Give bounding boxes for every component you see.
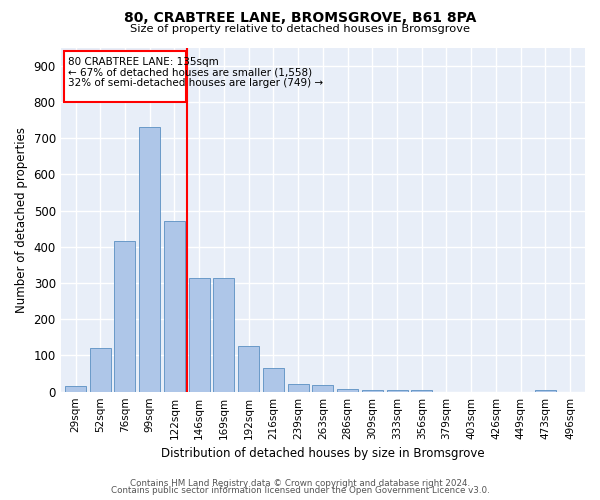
- Bar: [164, 222, 185, 392]
- Text: ← 67% of detached houses are smaller (1,558): ← 67% of detached houses are smaller (1,…: [68, 68, 312, 78]
- Bar: [115, 242, 136, 392]
- Bar: [188, 278, 209, 392]
- Bar: [139, 127, 160, 392]
- Bar: [535, 390, 556, 392]
- Bar: [214, 278, 235, 392]
- Bar: [362, 390, 383, 392]
- Text: 32% of semi-detached houses are larger (749) →: 32% of semi-detached houses are larger (…: [68, 78, 323, 88]
- Text: Contains public sector information licensed under the Open Government Licence v3: Contains public sector information licen…: [110, 486, 490, 495]
- Bar: [337, 389, 358, 392]
- Bar: [313, 385, 334, 392]
- Bar: [90, 348, 111, 392]
- Bar: [386, 390, 407, 392]
- Text: Contains HM Land Registry data © Crown copyright and database right 2024.: Contains HM Land Registry data © Crown c…: [130, 478, 470, 488]
- Text: 80, CRABTREE LANE, BROMSGROVE, B61 8PA: 80, CRABTREE LANE, BROMSGROVE, B61 8PA: [124, 11, 476, 25]
- Y-axis label: Number of detached properties: Number of detached properties: [15, 126, 28, 312]
- Bar: [65, 386, 86, 392]
- X-axis label: Distribution of detached houses by size in Bromsgrove: Distribution of detached houses by size …: [161, 447, 485, 460]
- Bar: [238, 346, 259, 392]
- Bar: [263, 368, 284, 392]
- Bar: [287, 384, 308, 392]
- Text: 80 CRABTREE LANE: 135sqm: 80 CRABTREE LANE: 135sqm: [68, 56, 219, 66]
- Bar: [411, 390, 432, 392]
- Bar: [64, 51, 185, 102]
- Text: Size of property relative to detached houses in Bromsgrove: Size of property relative to detached ho…: [130, 24, 470, 34]
